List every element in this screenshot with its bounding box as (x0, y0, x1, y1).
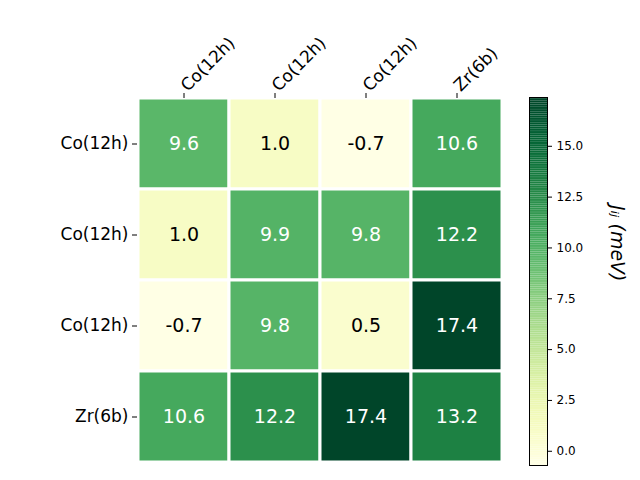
svg-text:9.8: 9.8 (260, 314, 290, 336)
svg-text:Co(12h): Co(12h) (268, 33, 330, 95)
svg-text:Co(12h): Co(12h) (61, 224, 129, 244)
svg-text:10.6: 10.6 (163, 405, 205, 427)
svg-text:-0.7: -0.7 (165, 314, 202, 336)
svg-text:5.0: 5.0 (557, 342, 576, 356)
svg-text:Zr(6b): Zr(6b) (450, 43, 502, 95)
svg-text:10.0: 10.0 (557, 241, 584, 255)
svg-text:13.2: 13.2 (436, 405, 478, 427)
svg-text:Co(12h): Co(12h) (177, 33, 239, 95)
svg-text:12.5: 12.5 (557, 190, 584, 204)
svg-text:Co(12h): Co(12h) (359, 33, 421, 95)
svg-text:Zr(6b): Zr(6b) (75, 406, 129, 426)
svg-text:12.2: 12.2 (436, 223, 478, 245)
svg-text:1.0: 1.0 (260, 132, 290, 154)
svg-text:17.4: 17.4 (345, 405, 387, 427)
svg-text:Jᵢⱼ (meV): Jᵢⱼ (meV) (607, 201, 629, 281)
svg-text:17.4: 17.4 (436, 314, 478, 336)
svg-text:9.9: 9.9 (260, 223, 290, 245)
svg-text:-0.7: -0.7 (347, 132, 384, 154)
svg-text:Co(12h): Co(12h) (61, 133, 129, 153)
svg-text:9.6: 9.6 (169, 132, 199, 154)
svg-text:Co(12h): Co(12h) (61, 315, 129, 335)
svg-text:10.6: 10.6 (436, 132, 478, 154)
svg-text:0.5: 0.5 (351, 314, 381, 336)
svg-text:12.2: 12.2 (254, 405, 296, 427)
svg-text:1.0: 1.0 (169, 223, 199, 245)
svg-text:9.8: 9.8 (351, 223, 381, 245)
svg-text:15.0: 15.0 (557, 139, 584, 153)
svg-text:7.5: 7.5 (557, 292, 576, 306)
svg-text:2.5: 2.5 (557, 393, 576, 407)
svg-text:0.0: 0.0 (557, 444, 576, 458)
